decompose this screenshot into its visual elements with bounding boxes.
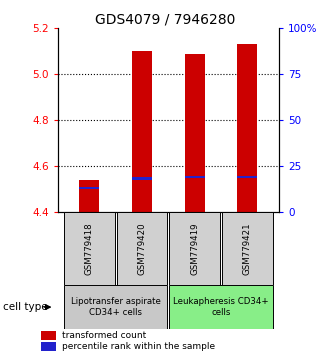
- Bar: [184, 176, 205, 178]
- Bar: [41, 331, 56, 339]
- Bar: [237, 45, 257, 212]
- Bar: [184, 54, 205, 212]
- Bar: [132, 177, 152, 180]
- Text: Lipotransfer aspirate
CD34+ cells: Lipotransfer aspirate CD34+ cells: [71, 297, 161, 317]
- Text: percentile rank within the sample: percentile rank within the sample: [62, 342, 215, 351]
- Bar: [237, 176, 257, 178]
- Text: cell type: cell type: [3, 302, 48, 312]
- FancyBboxPatch shape: [117, 212, 167, 285]
- Text: GSM779421: GSM779421: [243, 222, 252, 275]
- Text: GSM779420: GSM779420: [138, 222, 147, 275]
- FancyBboxPatch shape: [222, 212, 273, 285]
- Bar: [132, 51, 152, 212]
- Text: GSM779418: GSM779418: [85, 222, 94, 275]
- FancyBboxPatch shape: [64, 285, 167, 329]
- Text: GSM779419: GSM779419: [190, 222, 199, 275]
- Bar: [79, 180, 99, 212]
- Bar: [79, 187, 99, 189]
- Text: Leukapheresis CD34+
cells: Leukapheresis CD34+ cells: [173, 297, 269, 317]
- FancyBboxPatch shape: [64, 212, 115, 285]
- Bar: [41, 342, 56, 351]
- Text: transformed count: transformed count: [62, 331, 146, 340]
- Text: GDS4079 / 7946280: GDS4079 / 7946280: [95, 12, 235, 27]
- FancyBboxPatch shape: [169, 212, 220, 285]
- FancyBboxPatch shape: [169, 285, 273, 329]
